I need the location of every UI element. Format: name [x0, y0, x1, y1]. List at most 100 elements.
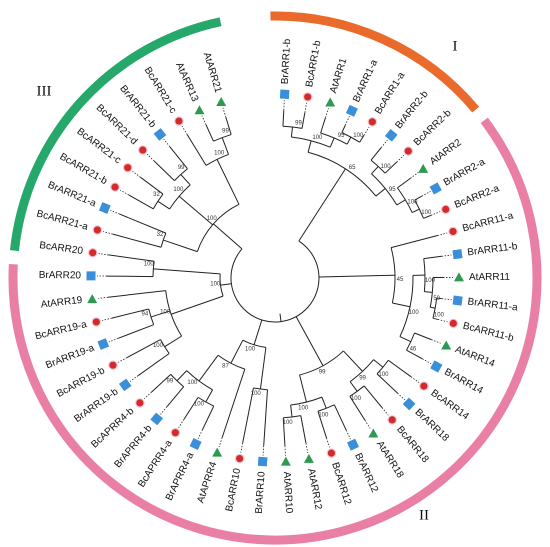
branch-75 [205, 124, 214, 142]
circle-marker [236, 454, 244, 463]
bootstrap-value: 99 [167, 378, 174, 384]
circle-marker [124, 164, 132, 172]
branch-60 [164, 335, 182, 348]
branch-84 [295, 316, 324, 366]
bootstrap-value: 100 [381, 164, 392, 170]
branch-81 [216, 159, 240, 205]
leaf-label: BcARR21-b [58, 151, 110, 187]
bootstrap-value: 100 [160, 310, 171, 316]
bootstrap-value: 99 [295, 120, 302, 126]
branch-52 [221, 368, 246, 438]
leaf-label: AtARR2 [428, 137, 464, 168]
node-arc-10 [429, 277, 434, 308]
branch-9 [384, 161, 398, 174]
branch-70 [140, 176, 164, 195]
leaf-label: BrARR12 [352, 451, 380, 494]
bootstrap-value: 100 [318, 412, 329, 418]
leaf-connector [410, 172, 419, 179]
branch-50 [205, 389, 214, 403]
bootstrap-value: 100 [283, 420, 294, 426]
triangle-marker [325, 97, 336, 107]
node-arc-22 [253, 387, 268, 391]
branch-3 [359, 135, 365, 143]
leaf-label: BcARR18 [394, 424, 431, 465]
square-marker [86, 271, 96, 281]
circle-marker [327, 449, 336, 457]
branch-74 [180, 174, 191, 186]
bootstrap-value: 100 [351, 396, 362, 402]
bootstrap-value: 99 [222, 129, 229, 135]
leaf-label: BrAPRR4-a [164, 450, 197, 502]
square-marker [97, 338, 110, 350]
branch-41 [290, 404, 293, 418]
node-arc-16 [349, 385, 365, 397]
branch-45 [242, 387, 254, 443]
branch-38 [300, 415, 307, 444]
node-arc-38 [205, 153, 229, 166]
leaf-connector [437, 232, 448, 236]
square-marker [402, 397, 416, 411]
tree-branches [97, 100, 454, 456]
branch-83 [318, 274, 395, 278]
leaf-connector [410, 376, 420, 383]
square-marker [189, 438, 202, 451]
bootstrap-value: 100 [173, 187, 184, 193]
bootstrap-value: 32 [153, 192, 160, 198]
leaf-label: BcARR20 [39, 240, 84, 257]
circle-marker [388, 416, 396, 424]
leaf-connector [201, 115, 207, 125]
bootstrap-value: 46 [410, 346, 417, 352]
group-label-I: I [453, 38, 458, 54]
bootstrap-value: 45 [397, 277, 404, 283]
branch-58 [118, 324, 154, 339]
leaf-label: BrARR21-a [46, 180, 98, 210]
leaf-label: BrARR20 [39, 270, 82, 281]
node-arc-34 [152, 193, 164, 210]
leaf-label: BcARR2-b [412, 107, 454, 148]
leaf-label: BcARR12 [329, 461, 353, 507]
bootstrap-value: 100 [425, 278, 436, 284]
branch-24 [414, 332, 432, 341]
branch-36 [333, 404, 347, 431]
leaf-label: BcARR21-c [75, 126, 123, 166]
group-arc-III [9, 17, 222, 252]
branch-33 [349, 396, 366, 421]
triangle-marker [368, 428, 379, 438]
leaf-connector [98, 296, 109, 299]
branch-43 [299, 374, 307, 403]
branch-79 [163, 239, 198, 253]
circle-marker [92, 318, 100, 326]
branch-67 [112, 233, 162, 248]
branch-69 [128, 194, 154, 210]
leaf-connector [283, 100, 285, 111]
square-marker [347, 438, 359, 451]
circle-marker [175, 117, 183, 125]
circle-marker [136, 399, 144, 407]
branch-22 [423, 255, 442, 260]
leaf-label: BcARR19-b [55, 365, 107, 400]
branch-57 [126, 339, 161, 359]
branch-51 [176, 370, 188, 382]
branch-19 [432, 317, 438, 320]
group-label-III: III [37, 83, 52, 99]
leaf-connector [197, 429, 203, 439]
square-marker [452, 295, 463, 306]
bootstrap-value: 100 [245, 346, 256, 352]
leaf-label: BcARR21-a [35, 208, 89, 233]
leaf-connector [380, 139, 388, 149]
branch-65 [170, 295, 224, 315]
branch-63 [107, 275, 154, 278]
leaf-connector [364, 419, 371, 429]
leaf-connector [344, 116, 350, 126]
branch-40 [321, 396, 327, 409]
triangle-marker [87, 294, 98, 304]
branch-48 [166, 386, 185, 407]
leaf-connector [325, 108, 329, 118]
leaf-connector [103, 231, 113, 235]
branch-80 [178, 195, 213, 226]
branch-54 [259, 347, 267, 390]
circle-marker [449, 319, 457, 327]
leaf-label: BrARR19-a [44, 343, 96, 372]
circle-marker [139, 146, 147, 154]
